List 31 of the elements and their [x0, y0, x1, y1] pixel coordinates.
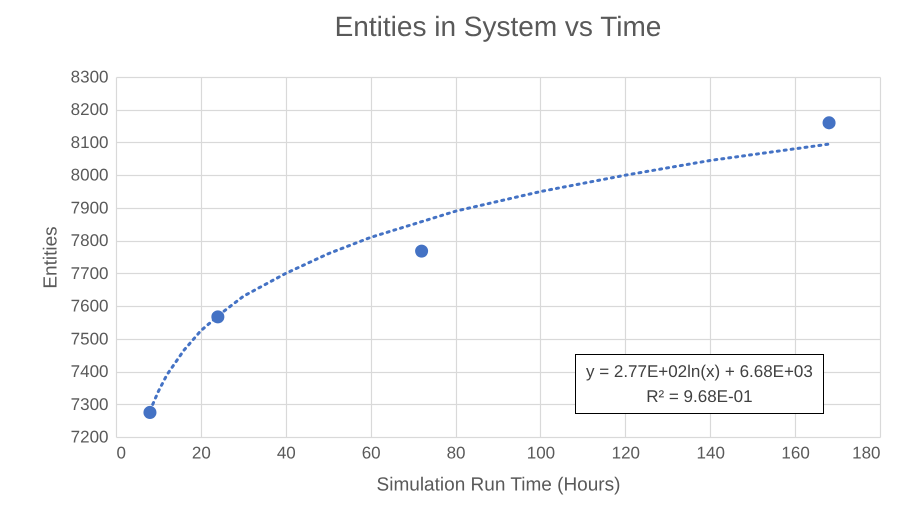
- point: [822, 116, 836, 130]
- y-axis-title: Entities: [40, 226, 62, 289]
- y-tick-label: 7500: [70, 329, 108, 348]
- x-tick-label: 40: [276, 444, 296, 462]
- y-tick-label: 8200: [70, 100, 108, 120]
- y-tick-label: 7800: [70, 231, 108, 250]
- y-tick-label: 8300: [70, 68, 108, 86]
- y-tick-label: 7900: [70, 198, 108, 218]
- x-tick-label: 120: [612, 444, 640, 462]
- chart-title: Entities in System vs Time: [334, 11, 662, 42]
- y-tick-label: 8000: [70, 166, 108, 185]
- y-tick-label: 7400: [70, 362, 108, 382]
- x-tick-label: 100: [526, 444, 556, 462]
- point: [415, 244, 428, 258]
- annotation: y = 2.77E+02ln(x) + 6.68E+03: [586, 361, 813, 383]
- x-tick-label: 180: [852, 444, 880, 462]
- y-tick-label: 8100: [70, 132, 108, 152]
- x-tick-label: 160: [781, 444, 810, 462]
- x-tick-label: 60: [362, 444, 381, 462]
- x-tick-label: 140: [696, 444, 725, 462]
- equation-box: y = 2.77E+02ln(x) + 6.68E+03 R² = 9.68E-01: [575, 354, 824, 414]
- x-tick-label: 0: [116, 444, 126, 462]
- y-tick-label: 7700: [70, 264, 108, 283]
- y-tick-label: 7300: [70, 394, 108, 414]
- y-tick-label: 7600: [70, 296, 108, 316]
- point: [143, 406, 156, 419]
- y-tick-label: 7200: [70, 428, 108, 446]
- x-axis-title: Simulation Run Time (Hours): [376, 474, 620, 496]
- annotation: R² = 9.68E-01: [645, 386, 754, 408]
- x-tick-label: 80: [446, 444, 466, 462]
- x-tick-label: 20: [192, 444, 211, 462]
